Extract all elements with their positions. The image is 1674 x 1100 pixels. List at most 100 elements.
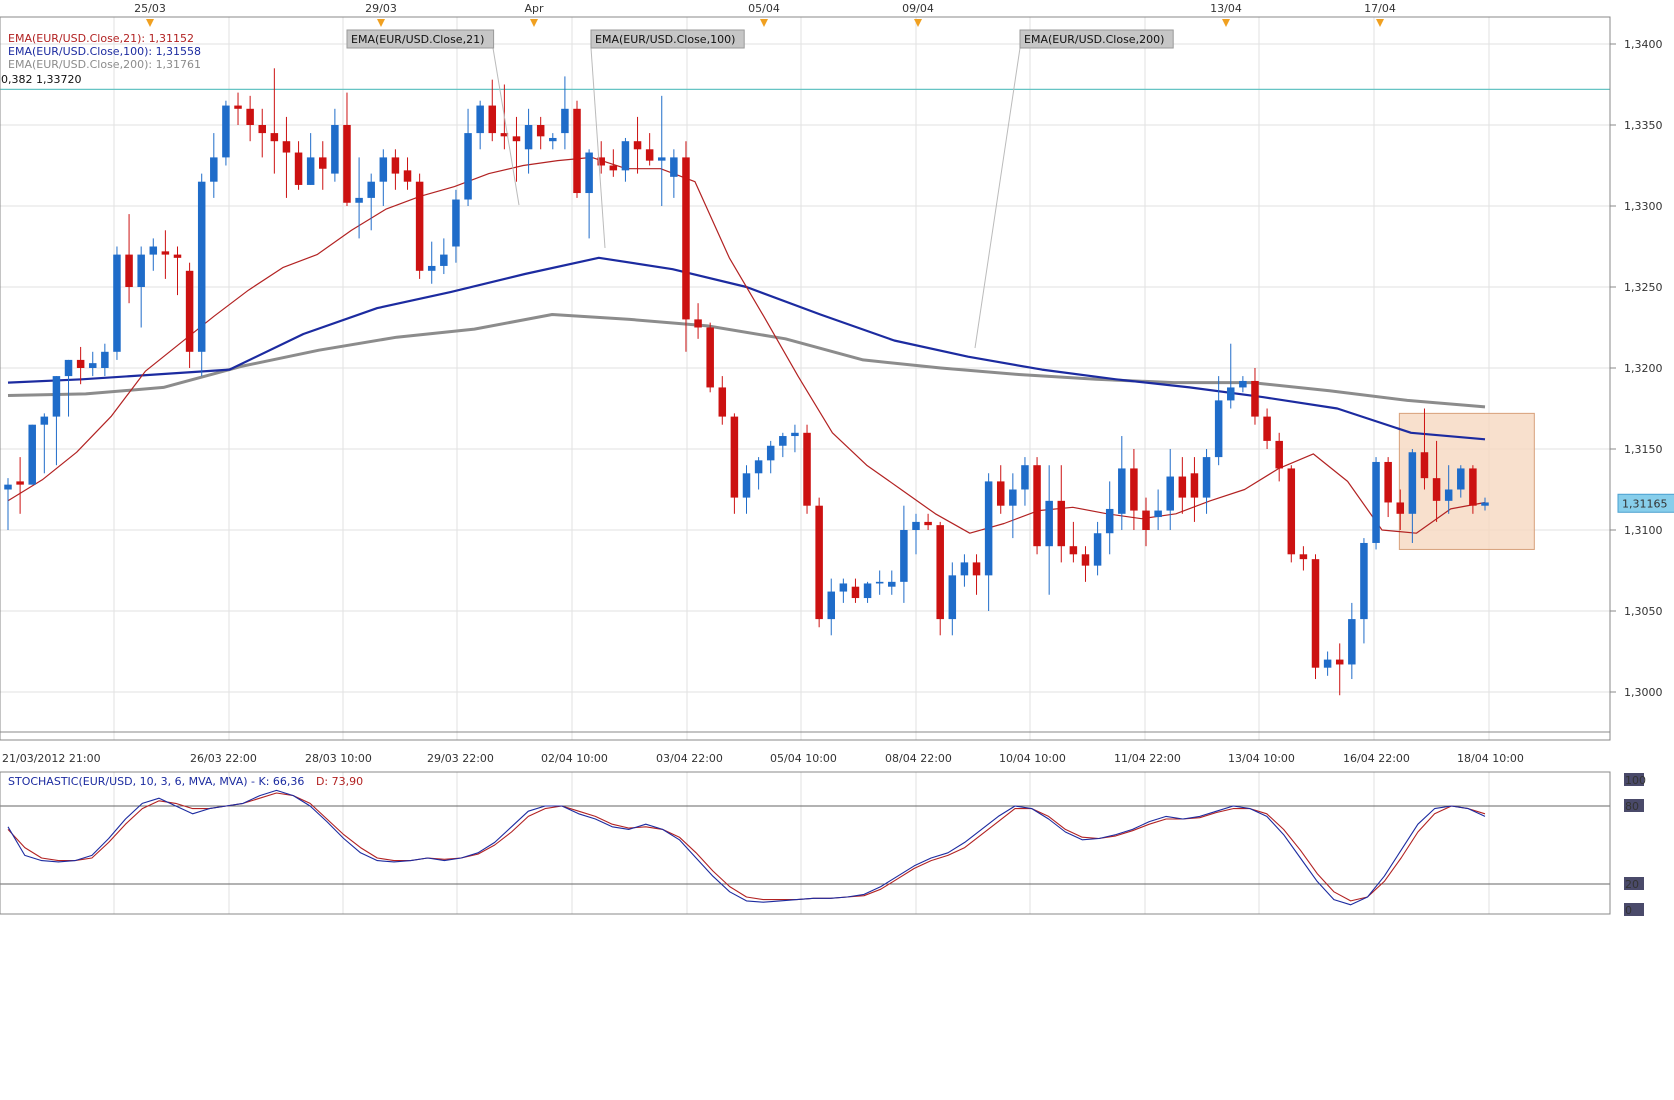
candle-body (403, 170, 412, 182)
top-date-marker (530, 19, 538, 27)
stochastic-title-row: STOCHASTIC(EUR/USD, 10, 3, 6, MVA, MVA) … (8, 775, 363, 788)
last-price-box (1617, 493, 1674, 513)
candle-body (1348, 619, 1356, 665)
candle-body (488, 105, 497, 134)
candle-body (197, 181, 206, 352)
candle-body (536, 125, 545, 137)
main-plot-frame (0, 16, 1611, 741)
candle-body (149, 246, 158, 255)
candle-body (294, 152, 303, 185)
x-tick-label: 02/04 10:00 (541, 752, 608, 765)
candle-body (52, 376, 61, 417)
last-price-label: 1,31165 (1622, 497, 1668, 510)
callout-leader (590, 47, 606, 249)
top-date-label: 09/04 (902, 2, 934, 15)
callout-label: EMA(EUR/USD.Close,100) (595, 33, 735, 46)
candle-body (1287, 468, 1296, 555)
candle-body (863, 583, 872, 599)
top-date-label: Apr (524, 2, 544, 15)
highlight-box-group (1398, 412, 1535, 550)
candle-body (367, 181, 375, 198)
main-axes: 1,3400 1,3350 1,3300 1,3250 1,3200 1,3150 1,31… (0, 2, 1674, 765)
candle-body (791, 432, 799, 437)
callout-leader (492, 47, 520, 206)
y-tick-label: 1,3300 (1624, 200, 1663, 213)
legend-label: EMA(EUR/USD.Close,100): (8, 45, 156, 58)
stoch-tick-label: 80 (1625, 800, 1639, 813)
candle-body (1469, 468, 1477, 506)
candle-body (658, 157, 666, 161)
candle-body (440, 254, 448, 266)
stochastic-k-line (7, 789, 1486, 906)
y-tick-label: 1,3150 (1624, 443, 1663, 456)
candle-body (1384, 461, 1392, 503)
callout-leader (974, 47, 1021, 349)
candle-body (1178, 476, 1187, 498)
y-tick-label: 1,3200 (1624, 362, 1663, 375)
y-tick-label: 1,3100 (1624, 524, 1663, 537)
top-date-label: 05/04 (748, 2, 780, 15)
candle-body (1069, 546, 1078, 555)
legend-ema21: EMA(EUR/USD.Close,21): 1,31152 (8, 32, 194, 45)
candle-body (258, 125, 266, 134)
candle-body (1130, 468, 1138, 511)
x-tick-label: 03/04 22:00 (656, 752, 723, 765)
candle-body (839, 583, 848, 592)
candle-body (76, 359, 85, 368)
candle-body (561, 108, 569, 134)
legend-ema100: EMA(EUR/USD.Close,100): 1,31558 (8, 45, 201, 58)
ema21-line (7, 156, 1486, 534)
y-tick-label: 1,3400 (1624, 38, 1663, 51)
legend-value: 1,31558 (156, 45, 202, 58)
x-tick-label: 10/04 10:00 (999, 752, 1066, 765)
stoch-tick-box (1624, 799, 1644, 812)
candle-body (1033, 465, 1041, 547)
callout-label: EMA(EUR/USD.Close,21) (351, 33, 484, 46)
candle-body (464, 133, 472, 200)
fib-label: 0,382 1,33720 (1, 73, 81, 86)
candle-body (1251, 380, 1259, 417)
candle-body (1118, 468, 1126, 514)
candle-body (730, 416, 739, 498)
candle-body (1372, 461, 1380, 543)
candle-body (1142, 510, 1150, 530)
stochastic-axes: 100 80 20 0 (0, 771, 1646, 917)
candle-body (815, 505, 823, 620)
top-date-marker (377, 19, 385, 27)
candle-body (125, 254, 133, 287)
candle-body (718, 387, 727, 417)
candle-body (936, 525, 944, 620)
candle-body (137, 254, 145, 287)
candle-body (210, 157, 218, 182)
candle-body (1154, 510, 1162, 518)
candle-body (948, 575, 957, 620)
y-tick-label: 1,3350 (1624, 119, 1663, 132)
candle-body (64, 359, 73, 377)
ema-callouts-group: EMA(EUR/USD.Close,21) EMA(EUR/USD.Close,1… (346, 29, 1174, 349)
candle-body (706, 327, 714, 388)
candle-body (1239, 380, 1247, 388)
candle-body (1045, 500, 1053, 547)
callout-box (346, 29, 495, 49)
candle-body (415, 181, 424, 271)
candle-body (1457, 468, 1465, 490)
stoch-tick-label: 100 (1625, 774, 1646, 787)
candle-body (379, 157, 388, 182)
candle-body (222, 105, 230, 158)
y-tick-label: 1,3000 (1624, 686, 1663, 699)
top-date-marker (1376, 19, 1384, 27)
candle-body (1420, 452, 1429, 479)
candle-body (306, 157, 315, 185)
candle-body (742, 473, 751, 498)
stoch-tick-box (1624, 903, 1644, 916)
stoch-tick-box (1624, 877, 1644, 890)
top-date-marker (146, 19, 154, 27)
legend-value: 1,31152 (149, 32, 195, 45)
candle-body (113, 254, 121, 352)
top-date-marker (914, 19, 922, 27)
candle-body (524, 125, 533, 150)
candle-body (1408, 452, 1417, 514)
candle-body (319, 157, 327, 169)
